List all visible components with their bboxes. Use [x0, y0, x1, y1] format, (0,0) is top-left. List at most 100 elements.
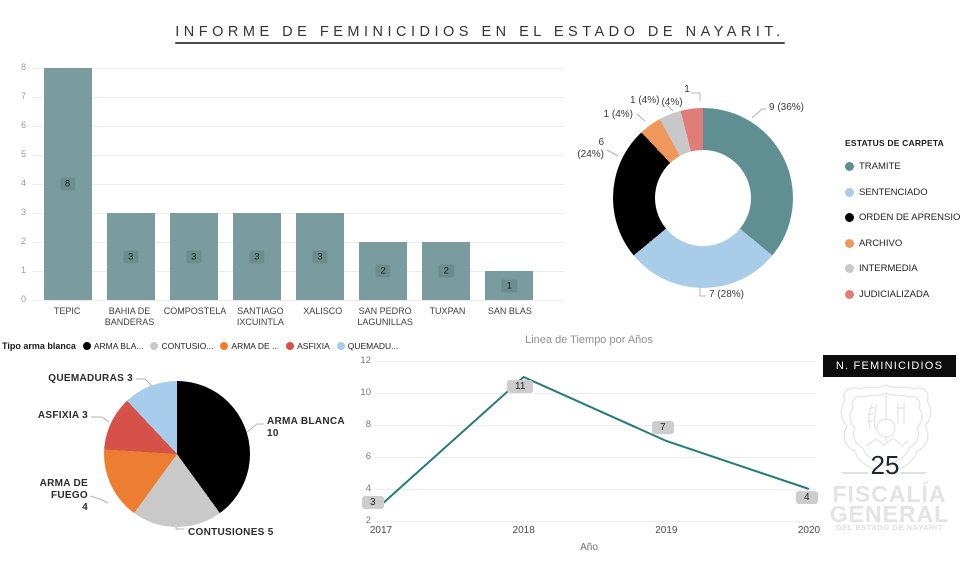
bar-y-tick-label-8: 8 [20, 62, 26, 72]
bar-chart-x-axis: TEPIC BAHIA DE BANDERAS COMPOSTELA SANTIAGO… [36, 306, 541, 328]
bar-gridline-7 [32, 97, 564, 98]
legend-item-label-judicializada: JUDICIALIZADA [859, 288, 930, 300]
legend-dot-tramite [845, 162, 854, 171]
line-point-label-2017: 3 [362, 496, 384, 509]
legend-dot-orden-de-aprension [845, 213, 854, 222]
donut-chart-estatus-de-carpeta[interactable] [613, 108, 793, 288]
donut-callout-orden-value: 6 [598, 137, 604, 148]
line-point-label-2020: 4 [796, 491, 818, 504]
legend-item-orden-de-aprension[interactable]: ORDEN DE APRENSION [845, 210, 960, 225]
donut-hole [655, 150, 751, 246]
org-subtitle: DEL ESTADO DE NAYARIT [836, 523, 943, 532]
org-name-line2: GENERAL [829, 501, 950, 527]
line-point-label-2018: 11 [507, 380, 534, 393]
bar-y-tick-label-0: 0 [20, 294, 26, 304]
bar-category-label-tepic: TEPIC [53, 306, 81, 316]
pie-legend-dot-arma-de-fuego [220, 342, 229, 350]
pie-legend-item-label-quemaduras: QUEMADU... [347, 341, 399, 351]
bar-compostela[interactable]: 3 [169, 213, 218, 300]
line-gridline-8 [375, 425, 816, 426]
line-gridline-12 [375, 361, 816, 362]
pie-chart-tipo-arma[interactable] [104, 381, 250, 527]
legend-item-label-orden-de-aprension: ORDEN DE APRENSION [859, 212, 960, 223]
line-x-tick-label-2019: 2019 [655, 525, 678, 536]
line-gridline-6 [375, 457, 816, 458]
line-y-tick-label-2: 2 [365, 515, 371, 526]
legend-item-label-sentenciado: SENTENCIADO [859, 186, 928, 198]
bar-bahia-de-banderas[interactable]: 3 [106, 213, 155, 300]
bar-gridline-0 [32, 300, 564, 301]
feminicidios-count-value: 25 [870, 450, 900, 480]
legend-item-tramite[interactable]: TRAMITE [845, 159, 960, 174]
donut-callout-intermedia: 1 (4%) [630, 95, 660, 106]
bar-value-label-xalisco: 3 [312, 250, 328, 263]
bar-gridline-4 [32, 184, 564, 185]
bar-y-tick-label-5: 5 [20, 149, 26, 159]
line-gridline-10 [375, 393, 816, 394]
bar-xalisco[interactable]: 3 [296, 213, 345, 300]
bar-chart-plot-area: 8 3 3 3 3 2 2 1 [36, 60, 541, 300]
line-gridline-4 [375, 489, 816, 490]
nayarit-coat-of-arms-watermark [840, 384, 932, 475]
bar-tepic[interactable]: 8 [43, 68, 92, 300]
feminicidios-count-header: N. FEMINICIDIOS [823, 355, 956, 377]
bar-san-blas[interactable]: 1 [485, 271, 534, 300]
donut-callout-tramite: 9 (36%) [769, 102, 805, 113]
donut-callout-orden-de-aprension: 6 (24%) [560, 137, 604, 160]
donut-callout-archivo: 1 (4%) [603, 109, 633, 120]
pie-legend-dot-quemaduras [336, 342, 345, 350]
line-chart-series[interactable] [358, 333, 820, 561]
bar-column-xalisco: 3 [289, 60, 352, 300]
line-chart-title: Linea de Tiempo por Años [525, 334, 653, 346]
pie-legend-item-arma-de-fuego[interactable]: ARMA DE ... [220, 341, 279, 351]
bar-y-tick-label-3: 3 [20, 207, 26, 217]
pie-callout-asfixia: ASFIXIA 3 [37, 410, 88, 421]
bar-tuxpan[interactable]: 2 [422, 242, 471, 300]
bar-category-label-san-blas: SAN BLAS [487, 306, 532, 316]
org-name-line1: FISCALÍA [832, 481, 947, 507]
bar-column-tuxpan: 2 [415, 60, 478, 300]
pie-callout-arma-blanca: ARMA BLANCA 10 [267, 416, 357, 440]
donut-callout-orden-percent: (24%) [577, 148, 604, 160]
pie-callout-arma-blanca-label: ARMA BLANCA [267, 416, 345, 427]
donut-callout-judicializada-value: 1 [684, 84, 690, 95]
pie-callout-arma-de-fuego: ARMA DE FUEGO 4 [8, 478, 88, 514]
legend-dot-judicializada [845, 289, 854, 299]
bar-chart-feminicidios-por-municipio: 0 1 2 3 4 5 6 7 8 8 3 3 3 3 2 2 1 TEPIC BAHIA DE BANDERA… [6, 60, 568, 338]
line-series-path[interactable] [380, 375, 810, 506]
bar-gridline-5 [32, 155, 564, 156]
pie-legend-title: Tipo arma blanca [2, 341, 76, 351]
bar-y-tick-label-4: 4 [20, 178, 26, 188]
line-chart-x-axis-title: Año [580, 542, 598, 553]
bar-column-compostela: 3 [162, 60, 225, 300]
line-y-tick-label-6: 6 [365, 451, 371, 462]
bar-column-santiago-ixcuintla: 3 [225, 60, 288, 300]
bar-santiago-ixcuintla[interactable]: 3 [232, 213, 281, 300]
line-chart-linea-de-tiempo: Linea de Tiempo por Años 2 4 6 8 10 12 2017 20… [358, 333, 820, 561]
bar-value-label-bahia-de-banderas: 3 [123, 250, 139, 263]
legend-item-intermedia[interactable]: INTERMEDIA [845, 261, 960, 276]
pie-legend-item-arma-blanca[interactable]: ARMA BLA... [82, 341, 144, 351]
pie-callout-arma-de-fuego-label: ARMA DE FUEGO [39, 478, 88, 501]
bar-category-label-compostela: COMPOSTELA [163, 306, 227, 316]
bar-category-label-santiago-ixcuintla: SANTIAGO IXCUINTLA [236, 306, 284, 327]
bar-y-tick-label-6: 6 [20, 120, 26, 130]
bar-value-label-tuxpan: 2 [438, 264, 454, 278]
line-point-label-2019: 7 [652, 421, 674, 434]
pie-callout-quemaduras: QUEMADURAS 3 [48, 373, 133, 384]
bar-value-label-san-blas: 1 [501, 279, 518, 292]
bar-column-tepic: 8 [36, 60, 99, 300]
pie-legend-item-quemaduras[interactable]: QUEMADU... [336, 341, 399, 351]
bar-san-pedro-lagunillas[interactable]: 2 [359, 242, 408, 300]
pie-callout-arma-de-fuego-value: 4 [82, 502, 88, 513]
pie-legend-item-contusiones[interactable]: CONTUSIO... [150, 341, 213, 351]
donut-callout-sentenciado: 7 (28%) [709, 289, 745, 300]
pie-legend-item-label-arma-blanca: ARMA BLA... [93, 341, 144, 351]
page-title: INFORME DE FEMINICIDIOS EN EL ESTADO DE … [175, 24, 785, 40]
legend-item-archivo[interactable]: ARCHIVO [845, 236, 960, 251]
legend-item-sentenciado[interactable]: SENTENCIADO [845, 185, 960, 200]
line-y-tick-label-12: 12 [360, 355, 371, 366]
line-y-tick-label-4: 4 [365, 483, 371, 494]
pie-legend-item-asfixia[interactable]: ASFIXIA [286, 341, 330, 351]
legend-item-judicializada[interactable]: JUDICIALIZADA [845, 287, 960, 302]
